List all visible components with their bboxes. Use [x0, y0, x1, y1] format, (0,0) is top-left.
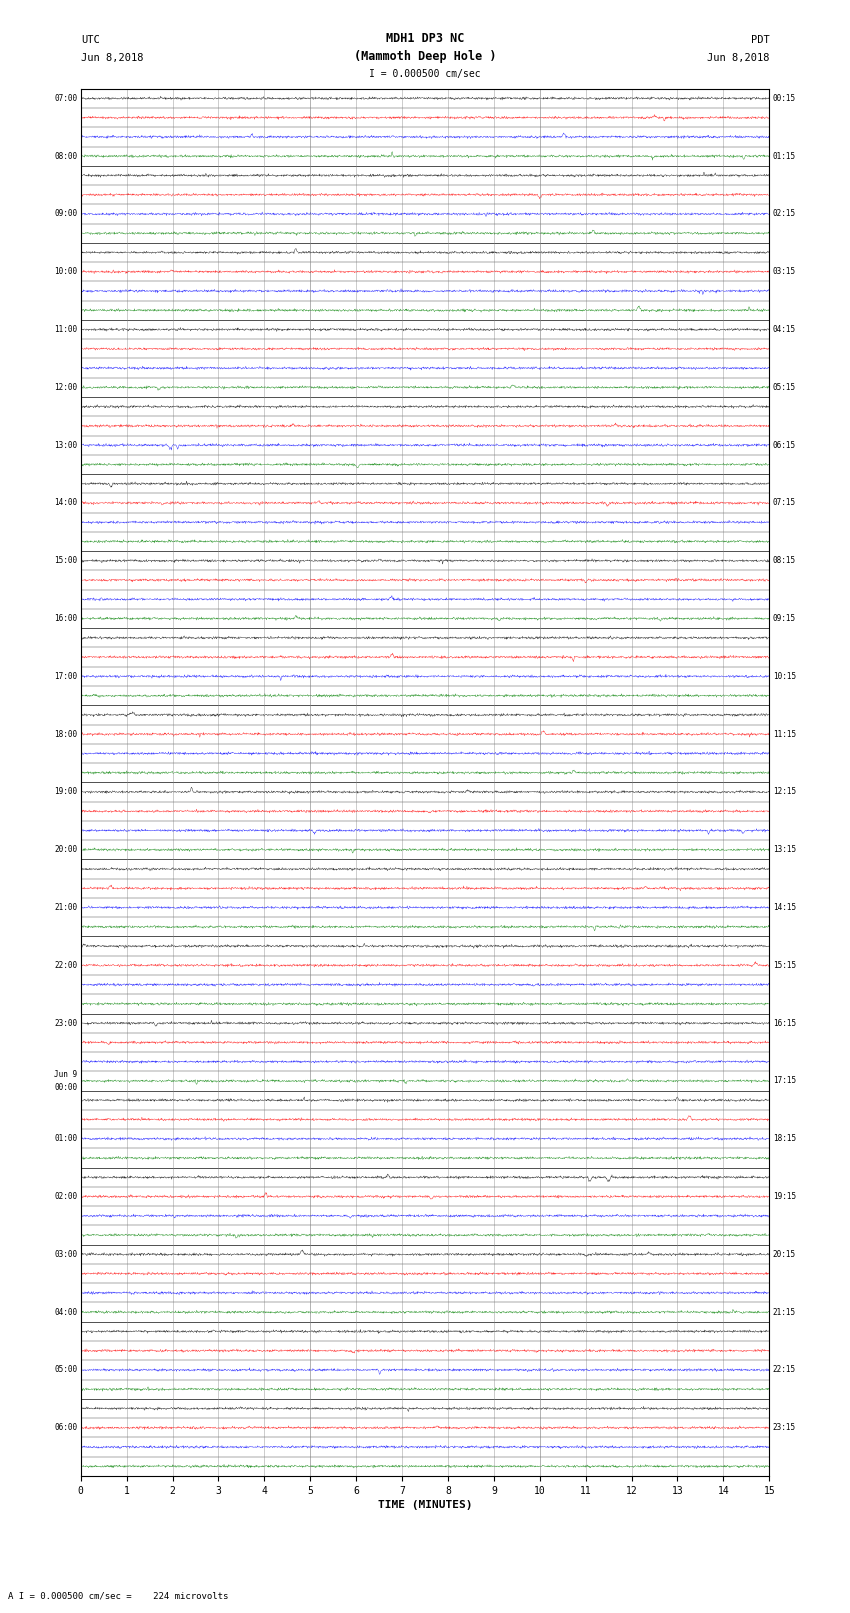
Text: 06:00: 06:00 [54, 1423, 77, 1432]
Text: A I = 0.000500 cm/sec =    224 microvolts: A I = 0.000500 cm/sec = 224 microvolts [8, 1590, 229, 1600]
Text: 20:00: 20:00 [54, 845, 77, 855]
Text: 05:15: 05:15 [773, 382, 796, 392]
Text: 11:00: 11:00 [54, 326, 77, 334]
Text: 21:00: 21:00 [54, 903, 77, 911]
Text: 16:00: 16:00 [54, 615, 77, 623]
Text: 02:00: 02:00 [54, 1192, 77, 1202]
Text: 08:00: 08:00 [54, 152, 77, 161]
Text: 07:15: 07:15 [773, 498, 796, 508]
Text: 15:00: 15:00 [54, 556, 77, 565]
Text: 09:00: 09:00 [54, 210, 77, 218]
Text: 03:00: 03:00 [54, 1250, 77, 1258]
Text: 06:15: 06:15 [773, 440, 796, 450]
Text: 03:15: 03:15 [773, 268, 796, 276]
Text: 16:15: 16:15 [773, 1019, 796, 1027]
Text: 08:15: 08:15 [773, 556, 796, 565]
Text: 18:15: 18:15 [773, 1134, 796, 1144]
Text: 18:00: 18:00 [54, 729, 77, 739]
Text: (Mammoth Deep Hole ): (Mammoth Deep Hole ) [354, 50, 496, 63]
Text: 10:00: 10:00 [54, 268, 77, 276]
Text: 11:15: 11:15 [773, 729, 796, 739]
Text: 13:00: 13:00 [54, 440, 77, 450]
Text: 19:00: 19:00 [54, 787, 77, 797]
Text: PDT: PDT [751, 35, 769, 45]
Text: 04:15: 04:15 [773, 326, 796, 334]
Text: Jun 8,2018: Jun 8,2018 [81, 53, 144, 63]
Text: 01:15: 01:15 [773, 152, 796, 161]
Text: 01:00: 01:00 [54, 1134, 77, 1144]
X-axis label: TIME (MINUTES): TIME (MINUTES) [377, 1500, 473, 1510]
Text: 22:00: 22:00 [54, 961, 77, 969]
Text: 04:00: 04:00 [54, 1308, 77, 1316]
Text: 12:15: 12:15 [773, 787, 796, 797]
Text: 14:00: 14:00 [54, 498, 77, 508]
Text: I = 0.000500 cm/sec: I = 0.000500 cm/sec [369, 69, 481, 79]
Text: MDH1 DP3 NC: MDH1 DP3 NC [386, 32, 464, 45]
Text: 23:15: 23:15 [773, 1423, 796, 1432]
Text: 13:15: 13:15 [773, 845, 796, 855]
Text: 12:00: 12:00 [54, 382, 77, 392]
Text: 17:15: 17:15 [773, 1076, 796, 1086]
Text: 22:15: 22:15 [773, 1366, 796, 1374]
Text: 02:15: 02:15 [773, 210, 796, 218]
Text: 17:00: 17:00 [54, 673, 77, 681]
Text: 15:15: 15:15 [773, 961, 796, 969]
Text: 23:00: 23:00 [54, 1019, 77, 1027]
Text: 00:00: 00:00 [54, 1082, 77, 1092]
Text: 14:15: 14:15 [773, 903, 796, 911]
Text: 00:15: 00:15 [773, 94, 796, 103]
Text: Jun 9: Jun 9 [54, 1069, 77, 1079]
Text: 20:15: 20:15 [773, 1250, 796, 1258]
Text: 21:15: 21:15 [773, 1308, 796, 1316]
Text: 05:00: 05:00 [54, 1366, 77, 1374]
Text: UTC: UTC [81, 35, 99, 45]
Text: 07:00: 07:00 [54, 94, 77, 103]
Text: 19:15: 19:15 [773, 1192, 796, 1202]
Text: Jun 8,2018: Jun 8,2018 [706, 53, 769, 63]
Text: 09:15: 09:15 [773, 615, 796, 623]
Text: 10:15: 10:15 [773, 673, 796, 681]
